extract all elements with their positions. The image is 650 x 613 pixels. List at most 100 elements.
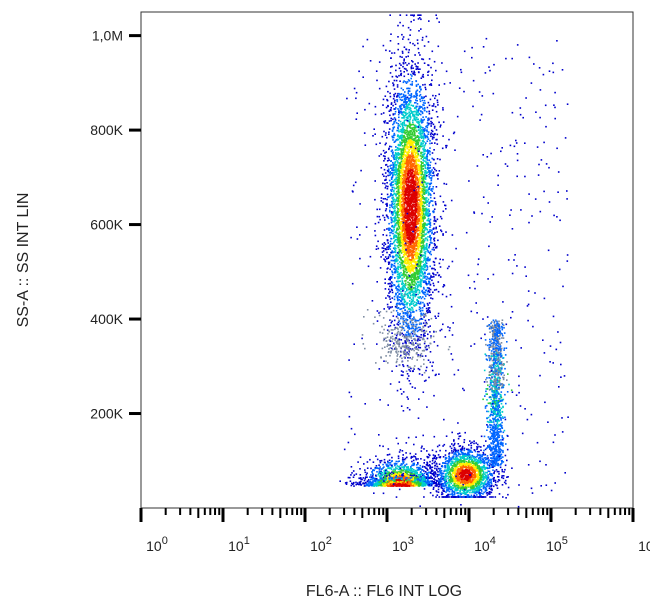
event-dot	[415, 325, 417, 328]
event-dot	[409, 261, 411, 264]
event-dot	[379, 142, 381, 144]
event-dot	[407, 134, 410, 136]
event-dot	[408, 239, 411, 241]
event-dot	[423, 245, 425, 247]
event-dot	[419, 326, 421, 329]
event-dot	[430, 120, 432, 123]
event-dot	[411, 291, 413, 293]
event-dot	[387, 283, 390, 285]
event-dot	[403, 202, 405, 204]
event-dot	[408, 161, 410, 163]
event-dot	[412, 269, 414, 272]
event-dot	[404, 112, 407, 114]
event-dot	[407, 141, 410, 143]
event-dot	[398, 243, 401, 245]
event-dot	[406, 197, 408, 200]
event-dot	[410, 315, 412, 317]
event-dot	[406, 237, 409, 240]
event-dot	[410, 270, 413, 272]
event-dot	[428, 220, 431, 222]
event-dot	[395, 176, 398, 179]
event-dot	[417, 163, 420, 166]
event-dot	[420, 250, 422, 252]
event-dot	[408, 138, 411, 141]
event-dot	[424, 319, 427, 322]
event-dot	[430, 253, 432, 256]
event-dot	[408, 231, 411, 233]
event-dot	[401, 256, 404, 258]
event-dot	[406, 69, 408, 72]
event-dot	[431, 175, 434, 177]
event-dot	[426, 212, 429, 214]
event-dot	[427, 193, 430, 195]
event-dot	[425, 189, 427, 191]
event-dot	[403, 115, 406, 118]
event-dot	[399, 204, 402, 207]
event-dot	[418, 275, 421, 278]
event-dot	[404, 100, 406, 103]
event-dot	[423, 291, 425, 293]
event-dot	[419, 184, 421, 187]
event-dot	[397, 176, 399, 179]
event-dot	[422, 301, 424, 304]
event-dot	[405, 119, 407, 121]
event-dot	[400, 154, 402, 156]
event-dot	[395, 253, 397, 256]
event-dot	[405, 175, 408, 177]
event-dot	[417, 226, 419, 229]
event-dot	[392, 169, 395, 172]
event-dot	[391, 135, 393, 138]
event-dot	[426, 150, 428, 152]
event-dot	[397, 149, 399, 151]
event-dot	[428, 58, 431, 60]
event-dot	[414, 170, 416, 172]
event-dot	[409, 34, 411, 36]
event-dot	[423, 224, 426, 227]
event-dot	[389, 92, 391, 95]
event-dot	[405, 109, 407, 112]
event-dot	[401, 326, 403, 329]
event-dot	[400, 317, 402, 320]
event-dot	[422, 188, 424, 191]
event-dot	[395, 247, 397, 250]
event-dot	[414, 253, 417, 255]
event-dot	[407, 236, 410, 239]
event-dot	[415, 155, 418, 157]
event-dot	[398, 254, 401, 257]
event-dot	[405, 190, 407, 193]
event-dot	[392, 207, 395, 210]
event-dot	[415, 162, 418, 164]
event-dot	[422, 84, 424, 86]
event-dot	[415, 148, 417, 151]
event-dot	[401, 157, 404, 160]
event-dot	[402, 180, 405, 182]
event-dot	[393, 248, 396, 251]
event-dot	[400, 214, 402, 217]
event-dot	[389, 195, 392, 197]
event-dot	[403, 119, 406, 122]
event-dot	[417, 196, 420, 198]
event-dot	[384, 256, 387, 258]
event-dot	[424, 190, 426, 192]
event-dot	[404, 227, 406, 229]
event-dot	[429, 193, 431, 195]
event-dot	[417, 263, 420, 266]
event-dot	[393, 101, 396, 103]
event-dot	[394, 215, 396, 218]
event-dot	[417, 154, 419, 157]
event-dot	[449, 327, 451, 329]
event-dot	[390, 178, 393, 180]
event-dot	[433, 237, 436, 239]
event-dot	[390, 200, 393, 203]
event-dot	[430, 294, 432, 296]
event-dot	[408, 259, 410, 262]
event-dot	[400, 156, 403, 158]
event-dot	[427, 150, 430, 152]
event-dot	[410, 250, 412, 252]
event-dot	[418, 52, 420, 54]
event-dot	[404, 209, 406, 212]
event-dot	[403, 166, 405, 169]
event-dot	[396, 138, 399, 140]
event-dot	[389, 204, 391, 206]
event-dot	[392, 123, 394, 126]
